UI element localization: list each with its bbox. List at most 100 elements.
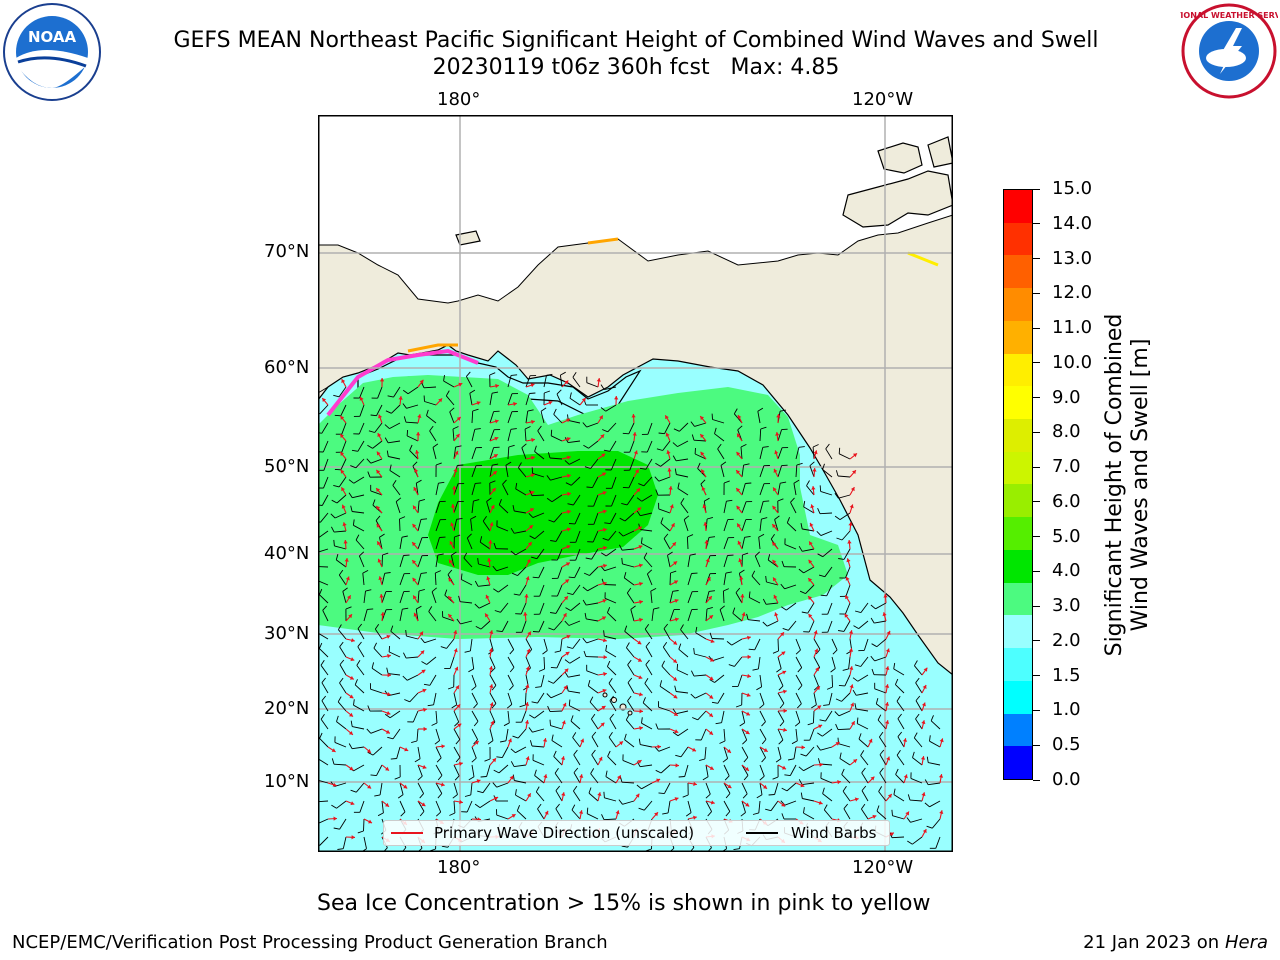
footer-date-text: 21 Jan 2023 on bbox=[1083, 932, 1220, 953]
wave-arrow bbox=[525, 648, 531, 658]
wind-barb bbox=[723, 537, 735, 550]
wind-barb bbox=[788, 746, 797, 761]
wave-arrow bbox=[808, 613, 815, 622]
wave-arrow bbox=[561, 651, 570, 658]
wind-barb bbox=[568, 512, 581, 525]
wave-arrow bbox=[845, 576, 851, 586]
wave-arrow bbox=[561, 792, 566, 802]
wave-arrow bbox=[376, 523, 383, 532]
colorbar-tick-mark bbox=[1033, 709, 1040, 711]
wind-barb bbox=[479, 536, 491, 550]
wind-barb bbox=[719, 605, 725, 622]
wind-barb bbox=[669, 608, 680, 622]
wave-arrow bbox=[363, 818, 373, 824]
wind-barb bbox=[426, 409, 437, 424]
wind-barb bbox=[777, 710, 785, 727]
wind-barb bbox=[464, 782, 473, 797]
wave-arrow bbox=[849, 452, 858, 460]
wave-arrow bbox=[381, 653, 391, 659]
wave-arrow bbox=[921, 792, 926, 802]
wind-barb bbox=[874, 682, 887, 694]
wave-arrow bbox=[741, 635, 751, 640]
wind-barb bbox=[569, 392, 581, 406]
wind-barb bbox=[929, 735, 941, 748]
wind-barb bbox=[813, 674, 819, 691]
wind-barb bbox=[587, 530, 599, 543]
wind-barb bbox=[699, 746, 707, 762]
wind-barb bbox=[547, 674, 563, 684]
wind-barb bbox=[662, 800, 671, 815]
wind-barb bbox=[638, 738, 653, 748]
wind-barb bbox=[512, 505, 527, 514]
wind-barb bbox=[765, 800, 779, 812]
wave-arrow bbox=[737, 540, 743, 550]
wind-barb bbox=[471, 710, 479, 727]
wind-barb bbox=[587, 494, 599, 507]
wind-barb bbox=[722, 746, 729, 763]
wave-arrow bbox=[808, 541, 815, 550]
wind-barb bbox=[435, 519, 447, 532]
wind-barb bbox=[741, 463, 750, 478]
colorbar-tick-label: 8.0 bbox=[1052, 421, 1081, 443]
wind-barb bbox=[591, 713, 599, 730]
wind-barb bbox=[781, 813, 796, 820]
wind-barb bbox=[876, 805, 887, 820]
wind-barb bbox=[374, 623, 383, 640]
wind-barb bbox=[683, 515, 690, 532]
wind-barb bbox=[798, 764, 815, 772]
wind-barb bbox=[690, 421, 707, 427]
wind-barb bbox=[550, 602, 563, 614]
wind-barb bbox=[449, 407, 455, 424]
wind-barb bbox=[318, 642, 329, 658]
wind-barb bbox=[507, 428, 517, 442]
wind-barb bbox=[926, 756, 941, 766]
wind-barb bbox=[402, 403, 419, 409]
colorbar-tick-label: 13.0 bbox=[1052, 247, 1093, 269]
wind-barb bbox=[540, 407, 547, 424]
wind-barb bbox=[915, 677, 923, 694]
wave-arrow bbox=[525, 524, 534, 532]
wind-barb bbox=[493, 764, 509, 774]
wave-arrow bbox=[633, 617, 643, 622]
wind-barb bbox=[826, 674, 834, 690]
wind-barb bbox=[705, 590, 715, 604]
colorbar-tick-label: 3.0 bbox=[1052, 595, 1081, 617]
wave-arrow bbox=[398, 396, 403, 406]
wind-barb bbox=[786, 517, 797, 532]
wind-barb bbox=[538, 656, 546, 672]
wind-barb bbox=[759, 500, 770, 514]
wind-barb bbox=[533, 602, 545, 615]
wind-barb bbox=[435, 553, 444, 568]
wind-barb bbox=[331, 758, 347, 766]
wind-barb bbox=[678, 643, 689, 658]
wind-barb bbox=[600, 384, 617, 391]
wind-barb bbox=[384, 437, 401, 444]
wind-barb bbox=[525, 375, 537, 388]
wave-arrow bbox=[524, 593, 529, 604]
wind-barb bbox=[907, 794, 923, 802]
wave-arrow bbox=[741, 692, 751, 697]
wind-barb bbox=[722, 588, 729, 604]
wave-arrow bbox=[488, 539, 493, 550]
wind-barb bbox=[432, 443, 439, 460]
wind-barb bbox=[427, 692, 437, 707]
wind-barb bbox=[321, 677, 329, 694]
wind-barb bbox=[417, 498, 426, 514]
wind-barb bbox=[800, 523, 815, 532]
wind-barb bbox=[338, 624, 347, 640]
wind-barb bbox=[468, 656, 475, 673]
wave-arrow bbox=[849, 486, 855, 496]
wind-barb bbox=[752, 800, 761, 815]
wind-barb bbox=[781, 782, 797, 792]
wave-arrow bbox=[737, 414, 743, 424]
colorbar-tick-label: 1.5 bbox=[1052, 664, 1081, 686]
wind-barb bbox=[685, 800, 692, 817]
wind-barb bbox=[363, 608, 374, 622]
wave-arrow bbox=[704, 539, 709, 550]
wind-barb bbox=[875, 697, 887, 712]
wave-arrow bbox=[633, 450, 638, 460]
wind-barb bbox=[641, 440, 653, 453]
wave-arrow bbox=[703, 522, 708, 532]
wave-arrow bbox=[885, 756, 891, 766]
wave-arrow bbox=[885, 666, 890, 676]
